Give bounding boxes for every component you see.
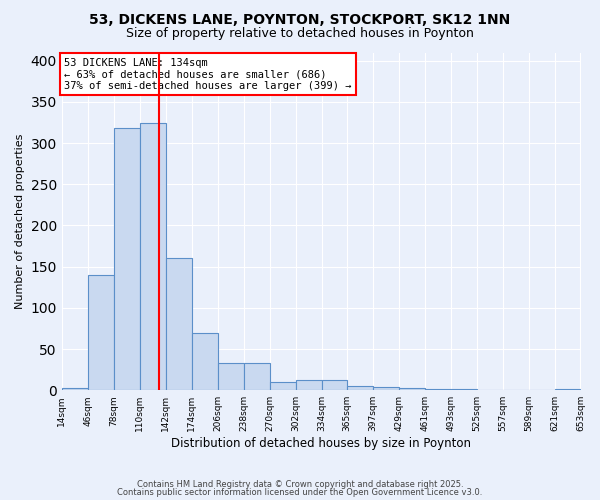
Y-axis label: Number of detached properties: Number of detached properties [15, 134, 25, 309]
Bar [62, 388, 88, 390]
Bar [296, 380, 322, 390]
Text: 53 DICKENS LANE: 134sqm
← 63% of detached houses are smaller (686)
37% of semi-d: 53 DICKENS LANE: 134sqm ← 63% of detache… [64, 58, 352, 91]
Bar [244, 363, 269, 390]
Bar [88, 275, 114, 390]
Bar [140, 122, 166, 390]
Bar [218, 363, 244, 390]
Bar [166, 258, 191, 390]
Text: Contains public sector information licensed under the Open Government Licence v3: Contains public sector information licen… [118, 488, 482, 497]
Text: Size of property relative to detached houses in Poynton: Size of property relative to detached ho… [126, 28, 474, 40]
Bar [554, 388, 580, 390]
X-axis label: Distribution of detached houses by size in Poynton: Distribution of detached houses by size … [171, 437, 471, 450]
Bar [269, 382, 296, 390]
Bar [322, 380, 347, 390]
Bar [191, 332, 218, 390]
Text: 53, DICKENS LANE, POYNTON, STOCKPORT, SK12 1NN: 53, DICKENS LANE, POYNTON, STOCKPORT, SK… [89, 12, 511, 26]
Bar [347, 386, 373, 390]
Bar [398, 388, 425, 390]
Text: Contains HM Land Registry data © Crown copyright and database right 2025.: Contains HM Land Registry data © Crown c… [137, 480, 463, 489]
Bar [114, 128, 140, 390]
Bar [373, 387, 398, 390]
